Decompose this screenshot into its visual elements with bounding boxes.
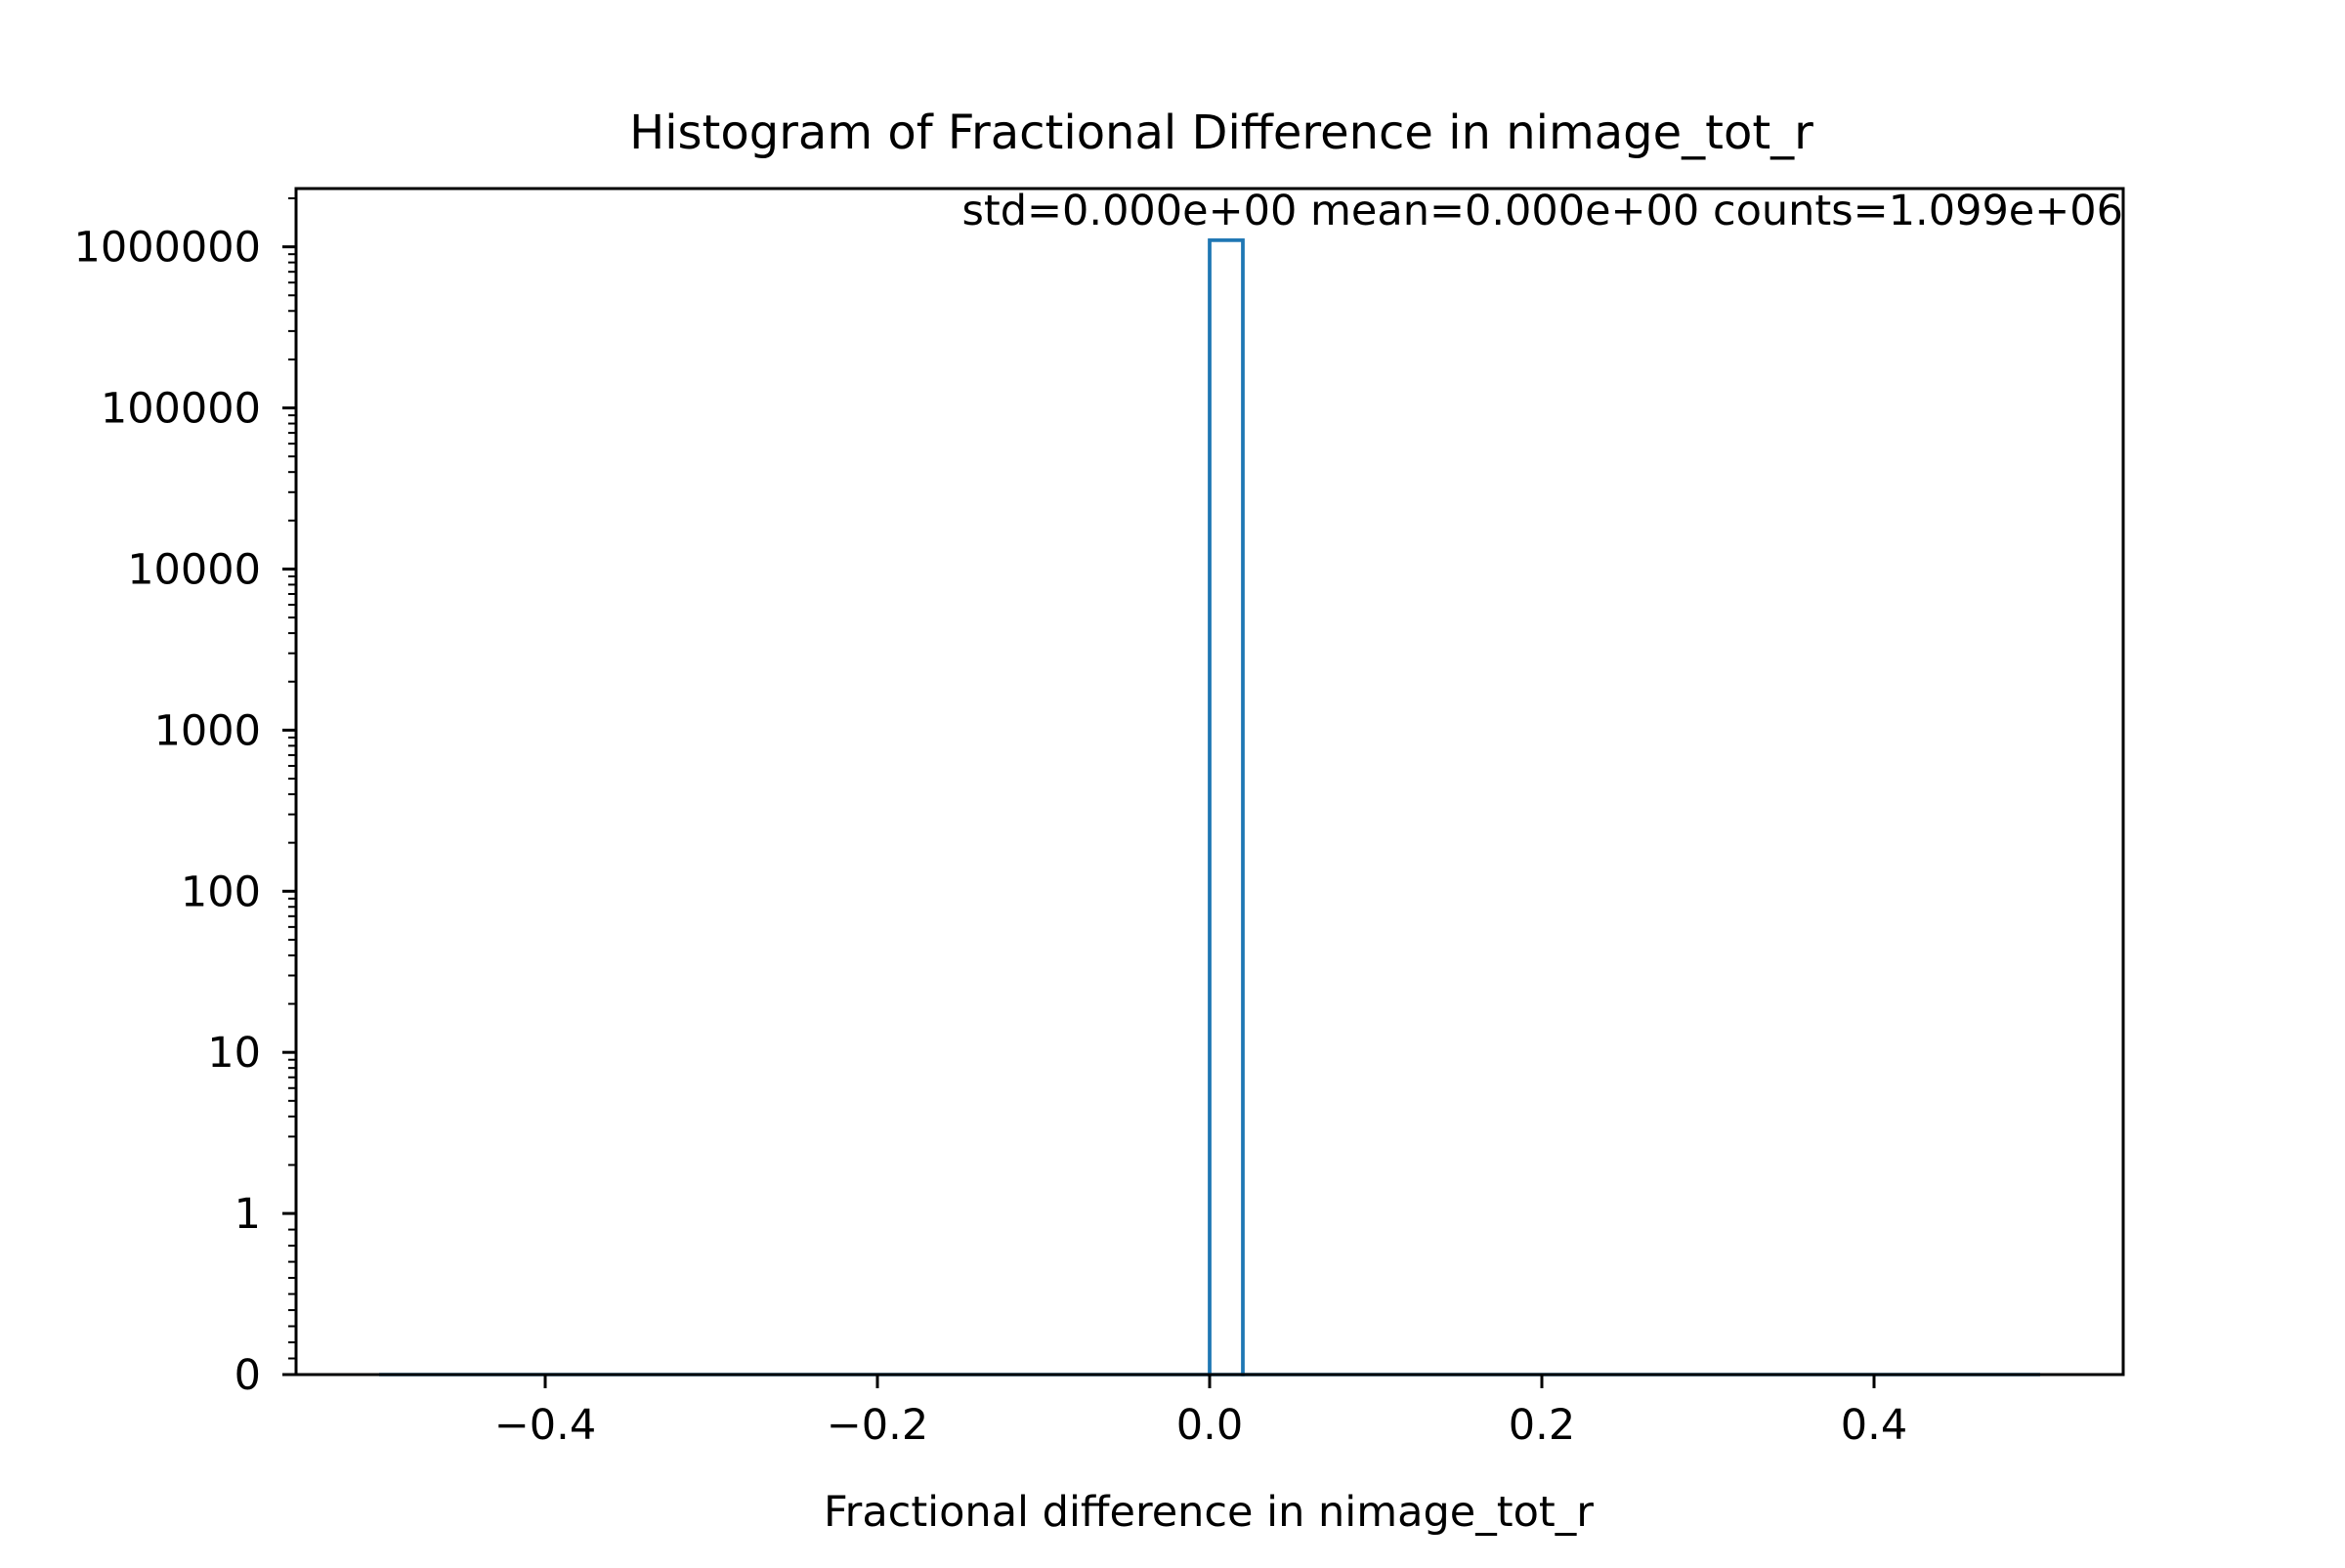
chart-title: Histogram of Fractional Difference in ni… (629, 106, 1813, 160)
x-tick-label: −0.2 (827, 1401, 928, 1450)
y-tick-label: 10000 (127, 545, 261, 594)
x-axis-label: Fractional difference in nimage_tot_r (824, 1488, 1594, 1537)
y-tick-label: 1000000 (73, 224, 261, 273)
y-tick-label: 10 (207, 1029, 261, 1078)
x-tick-label: −0.4 (494, 1401, 596, 1450)
y-tick-label: 1 (234, 1190, 261, 1239)
x-tick-label: 0.4 (1841, 1401, 1907, 1450)
y-tick-label: 100000 (101, 385, 261, 434)
y-tick-label: 0 (234, 1351, 261, 1400)
histogram-bar-0 (1208, 238, 1245, 1377)
x-tick-label: 0.2 (1509, 1401, 1575, 1450)
plot-area: −0.4 −0.2 0.0 0.2 0.4 0 1 10 100 1000 10000 100000 1… (73, 187, 2125, 1450)
y-tick-label: 1000 (154, 706, 261, 755)
x-tick-label: 0.0 (1176, 1401, 1243, 1450)
stats-annotation: std=0.000e+00 mean=0.000e+00 counts=1.09… (961, 187, 2123, 235)
y-tick-label: 100 (181, 868, 261, 916)
